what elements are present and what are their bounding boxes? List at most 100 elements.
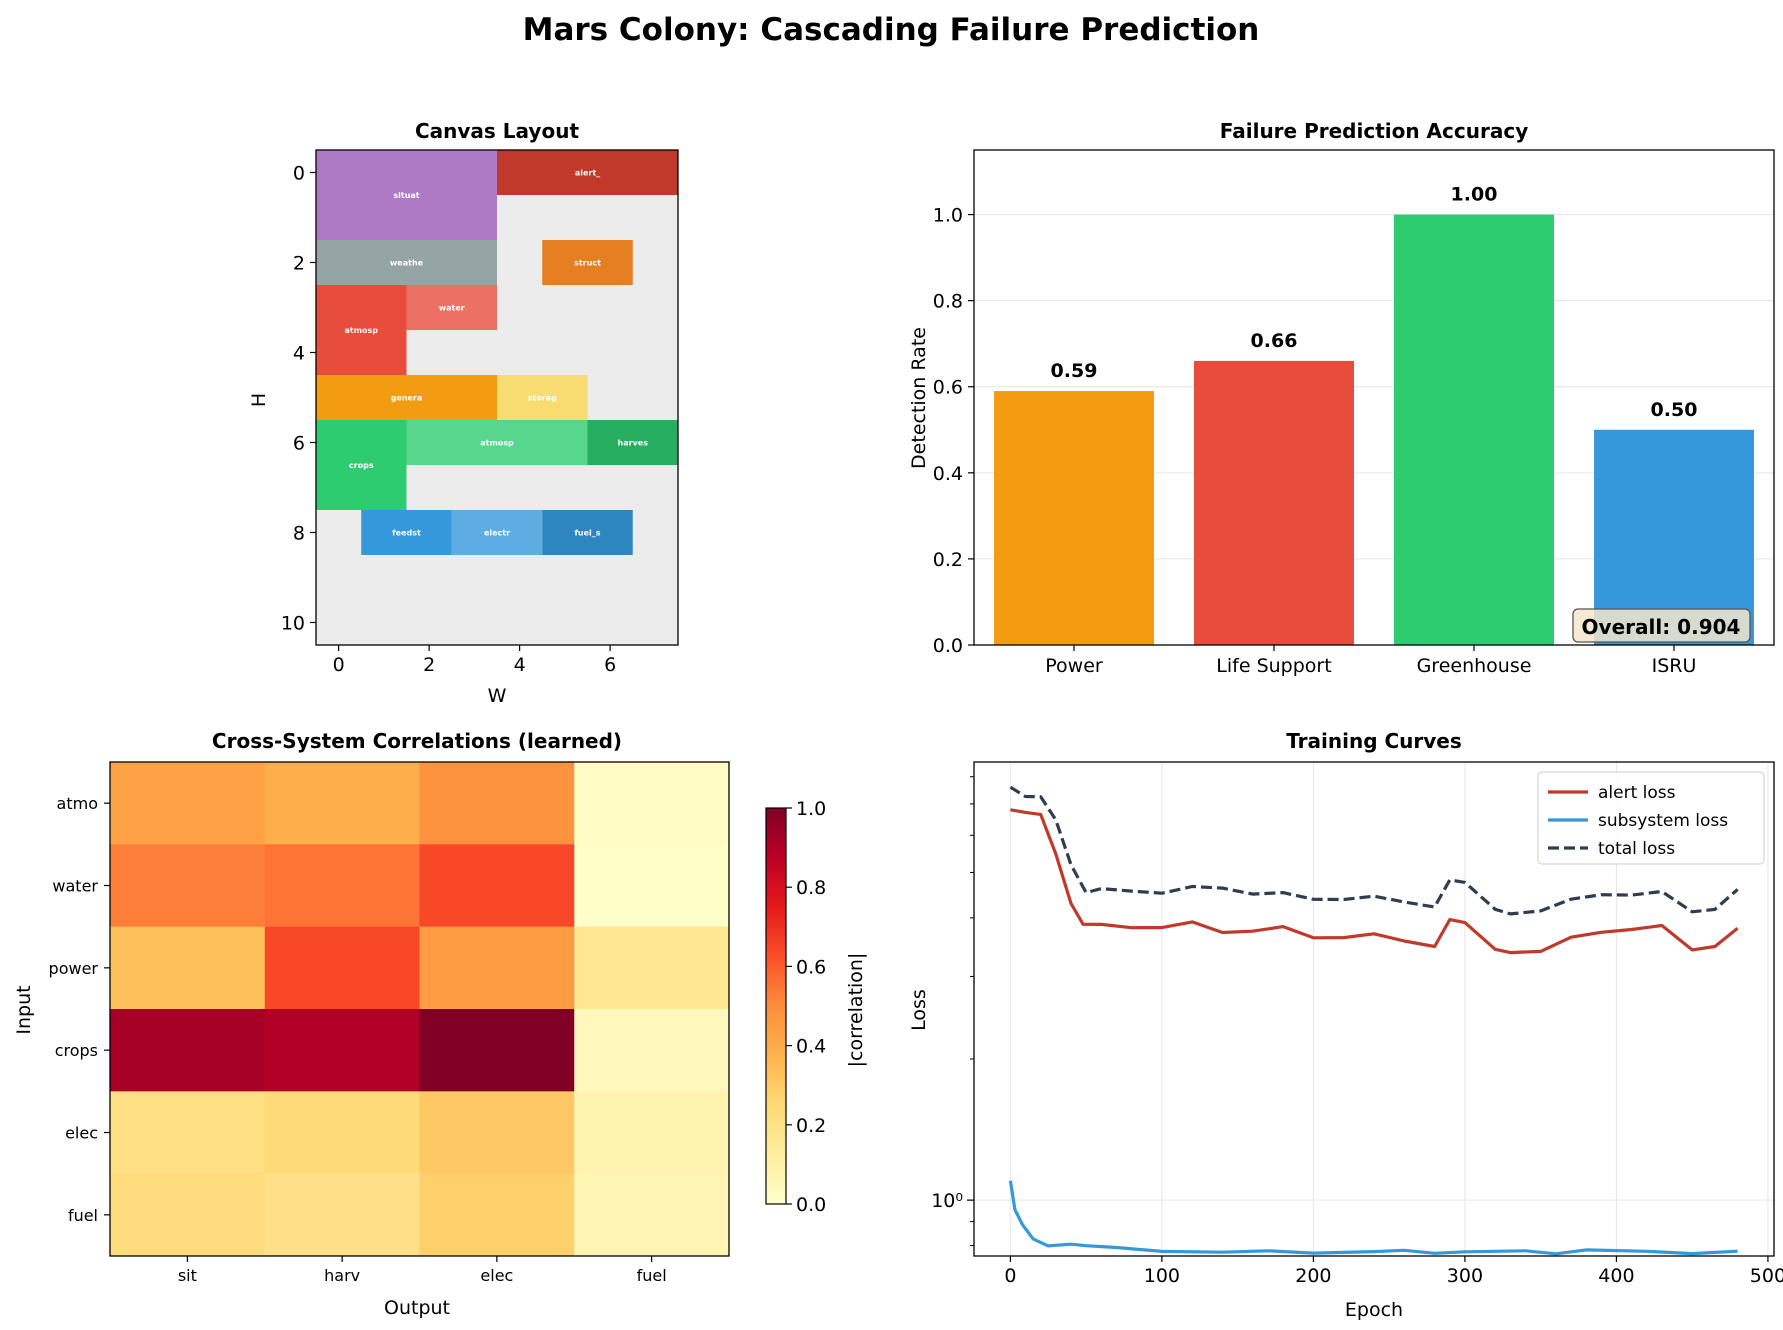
correlation-cell xyxy=(264,926,420,1010)
layout-cell xyxy=(497,375,588,420)
legend-box xyxy=(1537,771,1765,865)
correlation-cell xyxy=(419,762,575,845)
accuracy-bar-value: 0.59 xyxy=(1051,360,1098,382)
correlation-cell xyxy=(110,762,266,845)
training-xtick-label: 400 xyxy=(1598,1265,1634,1287)
colorbar-tick-label: 0.2 xyxy=(796,1115,826,1137)
layout-ytick-label: 0 xyxy=(293,163,305,185)
layout-cell xyxy=(406,285,497,330)
training-legend: alert loss subsystem loss total loss xyxy=(1537,771,1765,865)
correlation-ylabel: Input xyxy=(13,985,35,1034)
accuracy-title: Failure Prediction Accuracy xyxy=(1220,119,1528,143)
colorbar-tick-label: 1.0 xyxy=(796,798,826,820)
colorbar-tick-label: 0.8 xyxy=(796,877,826,899)
layout-cell-label: water xyxy=(439,304,465,313)
colorbar xyxy=(765,807,787,1205)
correlation-xtick-label: fuel xyxy=(637,1266,667,1285)
figure-suptitle: Mars Colony: Cascading Failure Predictio… xyxy=(523,12,1260,48)
layout-cell-label: electr xyxy=(484,529,510,538)
correlation-cell xyxy=(110,1091,266,1175)
layout-xtick-label: 4 xyxy=(514,654,526,676)
accuracy-xtick-label: ISRU xyxy=(1652,655,1697,677)
layout-frame xyxy=(315,149,679,646)
colorbar-label: |correlation| xyxy=(845,953,867,1068)
colorbar-tick-label: 0.6 xyxy=(796,956,826,978)
correlation-cell xyxy=(419,844,575,928)
correlation-ytick-label: crops xyxy=(55,1041,98,1060)
correlation-cell xyxy=(574,1091,730,1175)
training-series-line xyxy=(1010,808,1739,955)
training-series-line xyxy=(1008,1180,1738,1256)
layout-ytick-label: 8 xyxy=(293,523,305,545)
colorbar-tick-label: 0.0 xyxy=(796,1194,826,1216)
correlation-ytick-label: fuel xyxy=(68,1206,98,1225)
accuracy-bar xyxy=(994,391,1154,645)
layout-cell-label: atmosp xyxy=(480,439,514,448)
accuracy-bar xyxy=(1394,214,1554,645)
canvas-layout-title: Canvas Layout xyxy=(415,119,579,143)
accuracy-ytick-label: 0.2 xyxy=(933,549,963,571)
correlation-cell xyxy=(574,926,730,1010)
layout-cell xyxy=(361,510,452,555)
correlation-cell xyxy=(419,1173,575,1257)
layout-cell xyxy=(587,420,678,465)
layout-cell xyxy=(542,240,633,285)
accuracy-ytick-label: 0.6 xyxy=(933,377,963,399)
layout-cell-label: fuel_s xyxy=(574,529,600,538)
layout-cell-label: crops xyxy=(349,461,374,470)
training-xtick-label: 0 xyxy=(1004,1265,1016,1287)
layout-xtick-label: 0 xyxy=(333,654,345,676)
layout-cell-label: situat xyxy=(393,191,419,200)
layout-cell-label: alert_ xyxy=(575,169,600,178)
legend-label: alert loss xyxy=(1598,783,1676,803)
correlation-ytick-label: atmo xyxy=(57,794,98,813)
correlation-ytick-label: water xyxy=(52,877,98,896)
colorbar-tick-label: 0.4 xyxy=(796,1036,826,1058)
layout-cell xyxy=(316,420,407,510)
layout-xtick-label: 2 xyxy=(423,654,435,676)
correlation-xtick-label: elec xyxy=(480,1266,513,1285)
training-series-line xyxy=(1009,785,1739,916)
correlation-ytick-label: elec xyxy=(65,1124,98,1143)
legend-label: subsystem loss xyxy=(1598,811,1728,831)
layout-ytick-label: 10 xyxy=(281,613,305,635)
layout-ytick-label: 6 xyxy=(293,433,305,455)
training-frame xyxy=(973,761,1775,1257)
correlation-ytick-label: power xyxy=(49,959,99,978)
training-xtick-label: 500 xyxy=(1750,1265,1783,1287)
layout-xtick-label: 6 xyxy=(604,654,616,676)
layout-cell-label: weathe xyxy=(390,259,424,268)
legend-label: total loss xyxy=(1598,839,1675,859)
accuracy-xtick-label: Life Support xyxy=(1216,655,1331,677)
correlation-cell xyxy=(110,1173,266,1257)
training-xtick-label: 300 xyxy=(1447,1265,1483,1287)
training-xlabel: Epoch xyxy=(1345,1299,1403,1321)
layout-cell xyxy=(316,285,407,375)
training-xtick-label: 100 xyxy=(1144,1265,1180,1287)
correlation-xtick-label: sit xyxy=(178,1266,197,1285)
correlation-cell xyxy=(419,1009,575,1092)
accuracy-bar-value: 0.50 xyxy=(1651,399,1698,421)
layout-cell xyxy=(316,375,497,420)
correlation-cell xyxy=(110,1009,266,1092)
layout-cell-label: harves xyxy=(618,439,649,448)
accuracy-ylabel: Detection Rate xyxy=(908,327,930,469)
layout-ytick-label: 2 xyxy=(293,253,305,275)
canvas-layout-xlabel: W xyxy=(488,685,507,707)
correlation-cell xyxy=(574,762,730,845)
correlation-cell xyxy=(264,1009,420,1092)
accuracy-xtick-label: Greenhouse xyxy=(1417,655,1532,677)
accuracy-panel: Failure Prediction Accuracy Detection Ra… xyxy=(908,119,1775,677)
correlation-cell xyxy=(264,762,420,845)
layout-ytick-label: 4 xyxy=(293,343,305,365)
accuracy-bar xyxy=(1194,360,1354,645)
layout-cell-label: storag xyxy=(528,394,557,403)
correlation-cell xyxy=(574,844,730,928)
accuracy-xtick-label: Power xyxy=(1045,655,1103,677)
training-title: Training Curves xyxy=(1286,729,1462,753)
accuracy-ytick-label: 0.0 xyxy=(933,635,963,657)
correlation-cell xyxy=(264,844,420,928)
layout-cell-label: genera xyxy=(391,394,423,403)
correlation-xlabel: Output xyxy=(384,1297,450,1319)
